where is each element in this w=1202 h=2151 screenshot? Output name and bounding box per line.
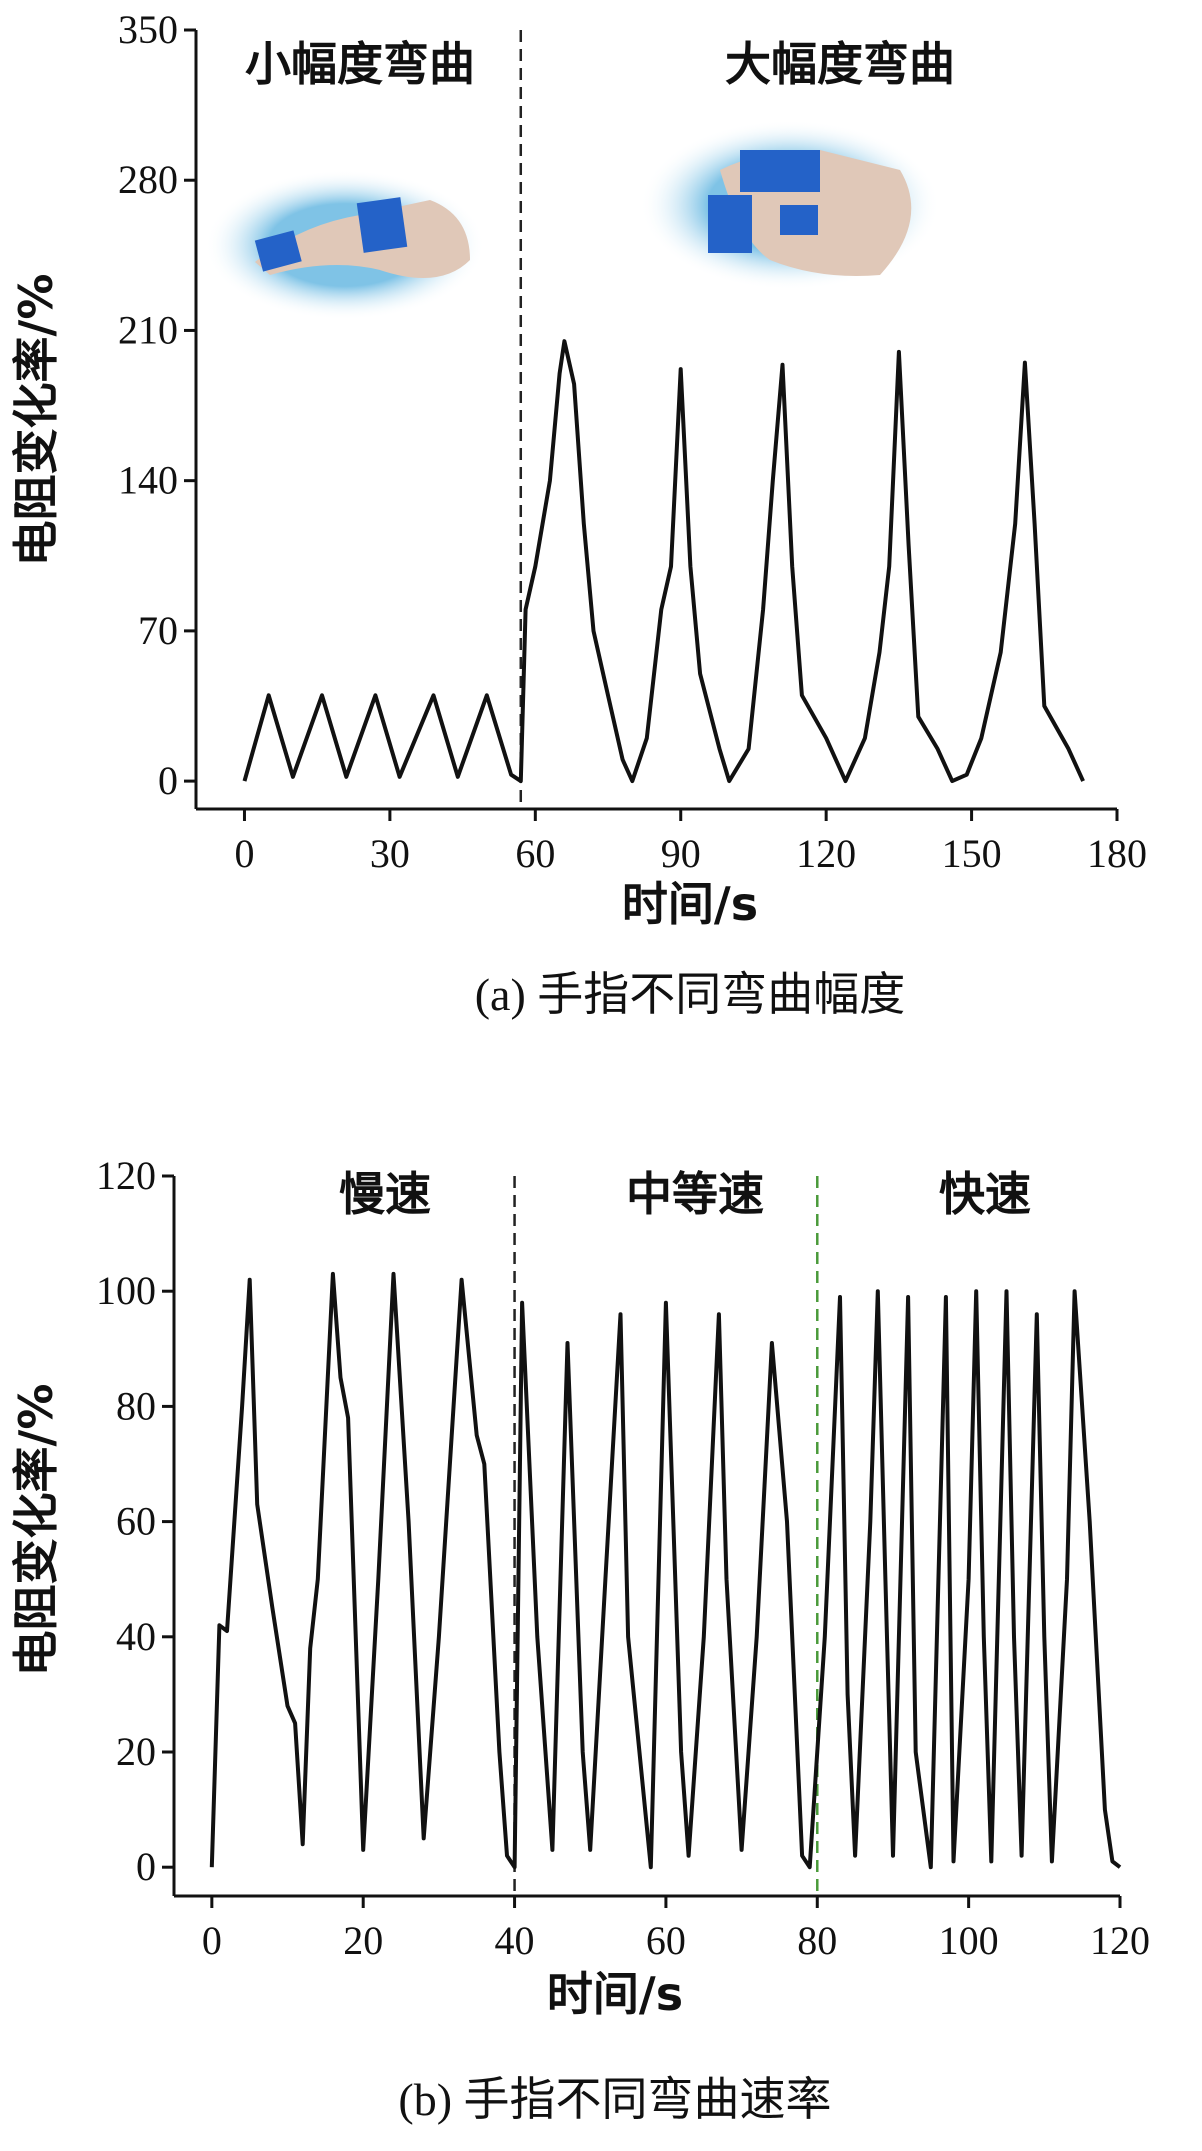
y-tick-label: 70 xyxy=(138,608,178,653)
y-tick-label: 0 xyxy=(136,1844,156,1889)
data-line xyxy=(209,1271,1122,1870)
x-tick-label: 0 xyxy=(202,1918,222,1963)
x-tick-label: 0 xyxy=(234,831,254,876)
y-tick-label: 100 xyxy=(96,1268,156,1313)
annotation: 慢速 xyxy=(339,1167,431,1221)
y-tick-label: 280 xyxy=(118,157,178,202)
y-tick-label: 80 xyxy=(116,1383,156,1428)
y-tick-label: 40 xyxy=(116,1614,156,1659)
x-tick-label: 90 xyxy=(661,831,701,876)
caption: (b) 手指不同弯曲速率 xyxy=(398,2074,831,2125)
x-tick-label: 30 xyxy=(370,831,410,876)
x-tick-label: 20 xyxy=(343,1918,383,1963)
annotation: 大幅度弯曲 xyxy=(725,37,955,91)
annotation: 中等速 xyxy=(626,1167,764,1221)
annotation: 小幅度弯曲 xyxy=(245,37,475,91)
x-tick-label: 120 xyxy=(1090,1918,1150,1963)
photo-large-bend xyxy=(640,120,940,290)
y-tick-label: 20 xyxy=(116,1729,156,1774)
x-tick-label: 40 xyxy=(495,1918,535,1963)
caption: (a) 手指不同弯曲幅度 xyxy=(475,969,906,1020)
data-line xyxy=(242,339,1085,784)
x-tick-label: 80 xyxy=(797,1918,837,1963)
y-tick-label: 210 xyxy=(118,307,178,352)
x-tick-label: 100 xyxy=(939,1918,999,1963)
x-tick-label: 150 xyxy=(942,831,1002,876)
x-axis-label: 时间/s xyxy=(622,877,758,931)
annotation: 快速 xyxy=(939,1167,1031,1221)
y-axis-label: 电阻变化率/% xyxy=(9,1384,63,1677)
x-tick-label: 120 xyxy=(796,831,856,876)
x-tick-label: 60 xyxy=(646,1918,686,1963)
y-axis-label: 电阻变化率/% xyxy=(9,274,63,567)
x-tick-label: 60 xyxy=(515,831,555,876)
x-tick-label: 180 xyxy=(1087,831,1147,876)
y-tick-label: 0 xyxy=(158,758,178,803)
y-tick-label: 60 xyxy=(116,1499,156,1544)
y-tick-label: 140 xyxy=(118,458,178,503)
photo-small-bend xyxy=(205,170,485,320)
y-tick-label: 120 xyxy=(96,1153,156,1198)
x-axis-label: 时间/s xyxy=(547,1967,683,2021)
y-tick-label: 350 xyxy=(118,7,178,52)
